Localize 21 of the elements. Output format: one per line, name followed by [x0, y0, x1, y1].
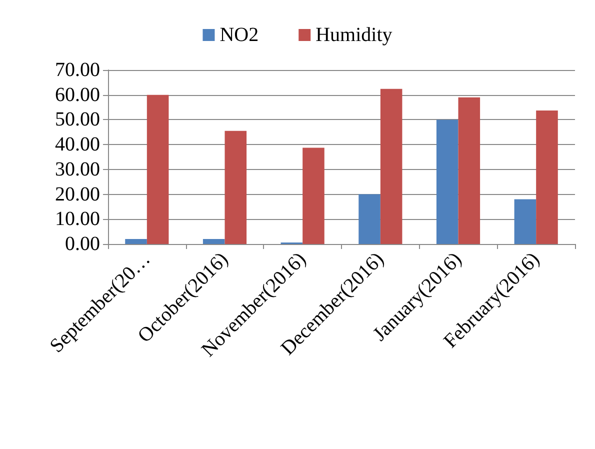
bar [458, 97, 480, 244]
bar [302, 148, 324, 244]
y-tick-label: 0.00 [65, 233, 100, 255]
y-tick-label: 40.00 [55, 134, 100, 156]
y-tick-label: 50.00 [55, 108, 100, 131]
y-tick-label: 70.00 [55, 59, 100, 81]
y-tick-label: 10.00 [55, 208, 100, 230]
bar [380, 88, 402, 244]
bar [146, 94, 169, 244]
bar [514, 199, 536, 244]
legend-label: Humidity [316, 24, 392, 46]
bar [536, 110, 558, 244]
bar [202, 239, 225, 244]
bar [125, 239, 147, 244]
y-tick-label: 20.00 [55, 183, 100, 206]
bar [224, 130, 247, 244]
y-tick-label: 30.00 [55, 158, 100, 180]
bar [436, 120, 458, 244]
legend-label: NO2 [220, 24, 259, 46]
bar [358, 194, 380, 244]
y-tick-label: 60.00 [55, 84, 100, 106]
